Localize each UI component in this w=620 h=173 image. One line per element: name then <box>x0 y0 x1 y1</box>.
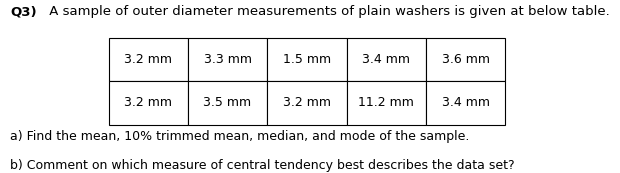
Text: a) Find the mean, 10% trimmed mean, median, and mode of the sample.: a) Find the mean, 10% trimmed mean, medi… <box>10 130 469 143</box>
Text: 3.6 mm: 3.6 mm <box>441 53 490 66</box>
Text: 3.4 mm: 3.4 mm <box>362 53 410 66</box>
Text: 3.3 mm: 3.3 mm <box>203 53 252 66</box>
Text: 11.2 mm: 11.2 mm <box>358 96 414 110</box>
Text: 3.2 mm: 3.2 mm <box>124 53 172 66</box>
Bar <box>267 81 347 125</box>
Bar <box>426 38 505 81</box>
Text: 3.4 mm: 3.4 mm <box>441 96 490 110</box>
Bar <box>426 81 505 125</box>
Text: b) Comment on which measure of central tendency best describes the data set?: b) Comment on which measure of central t… <box>10 159 515 172</box>
Text: 3.2 mm: 3.2 mm <box>124 96 172 110</box>
Bar <box>108 38 188 81</box>
Bar <box>188 81 267 125</box>
Text: 3.5 mm: 3.5 mm <box>203 96 252 110</box>
Text: 1.5 mm: 1.5 mm <box>283 53 331 66</box>
Bar <box>108 81 188 125</box>
Text: A sample of outer diameter measurements of plain washers is given at below table: A sample of outer diameter measurements … <box>45 5 609 18</box>
Bar <box>188 38 267 81</box>
Text: Q3): Q3) <box>10 5 37 18</box>
Text: 3.2 mm: 3.2 mm <box>283 96 331 110</box>
Bar <box>347 38 426 81</box>
Bar <box>347 81 426 125</box>
Bar <box>267 38 347 81</box>
